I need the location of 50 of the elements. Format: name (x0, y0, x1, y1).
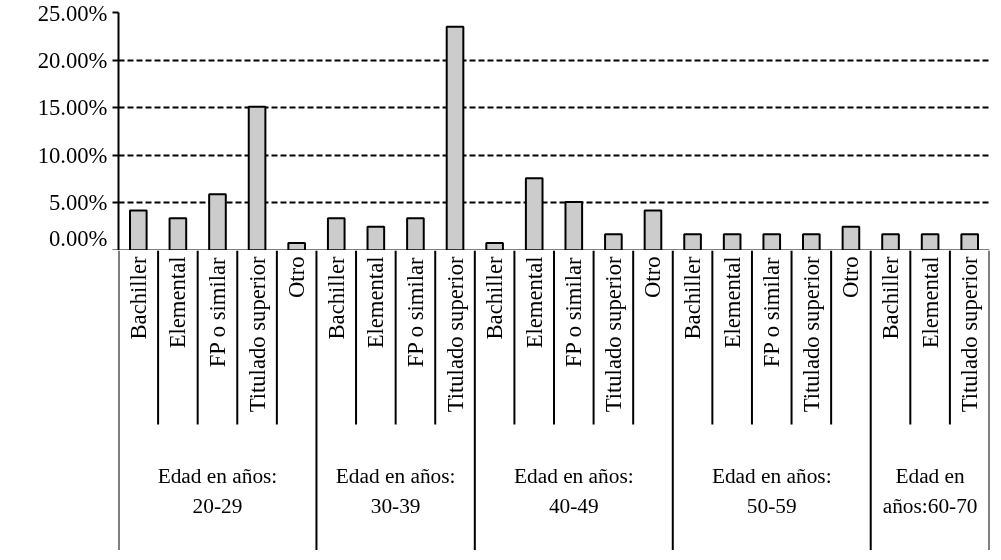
x-tick-label: FP o similar (561, 256, 587, 368)
x-tick-label: Titulado superior (600, 256, 626, 413)
y-tick-label: 25.00% (37, 0, 108, 26)
bar (366, 225, 386, 250)
x-tick-label: Elemental (719, 256, 745, 349)
bar (406, 217, 425, 250)
bar (722, 233, 742, 250)
x-tick-label: Otro (838, 256, 864, 299)
bar (920, 233, 940, 250)
bar (168, 217, 188, 250)
x-tick-label: FP o similar (402, 256, 428, 368)
x-tick-label: Elemental (917, 256, 943, 349)
bar (683, 233, 702, 250)
bar (128, 209, 148, 250)
text: Edad en años: 40-49 (513, 463, 634, 518)
y-tick-label: 0.00% (48, 225, 108, 251)
x-tick-label: Otro (640, 256, 666, 299)
x-tick-label: Titulado superior (957, 256, 983, 413)
x-tick-label: Elemental (165, 256, 191, 349)
x-tick-label: Bachiller (323, 256, 349, 340)
x-tick-label: Bachiller (878, 256, 904, 340)
x-tick-label: FP o similar (204, 256, 230, 368)
x-tick-label: Elemental (521, 256, 547, 349)
text: Edad en años: 50-59 (711, 463, 832, 518)
x-tick-label: Elemental (363, 256, 389, 349)
text: Edad en años: 20-29 (157, 463, 278, 518)
x-tick-label: Bachiller (680, 256, 706, 340)
y-tick-label: 5.00% (48, 190, 108, 216)
y-tick-label: 15.00% (37, 95, 108, 121)
bar (643, 209, 663, 250)
x-tick-label: Titulado superior (244, 256, 270, 413)
bar (960, 233, 980, 250)
x-tick-label: FP o similar (759, 256, 785, 368)
bar (841, 225, 861, 250)
y-tick-label: 10.00% (37, 142, 108, 168)
x-tick-label: Otro (284, 256, 310, 299)
text: Edad en años: 30-39 (335, 463, 456, 518)
x-tick-label: Bachiller (125, 256, 151, 340)
bar (802, 233, 821, 250)
x-tick-label: Bachiller (482, 256, 508, 340)
x-tick-label: Titulado superior (798, 256, 824, 413)
bar (881, 233, 900, 250)
bar (326, 217, 346, 250)
text: Edad en años:60-70 (882, 463, 978, 518)
bar (485, 241, 504, 250)
y-tick-label: 20.00% (37, 47, 108, 73)
bar (762, 233, 782, 250)
bar (287, 241, 306, 250)
bar (604, 233, 623, 250)
x-tick-label: Titulado superior (442, 256, 468, 413)
